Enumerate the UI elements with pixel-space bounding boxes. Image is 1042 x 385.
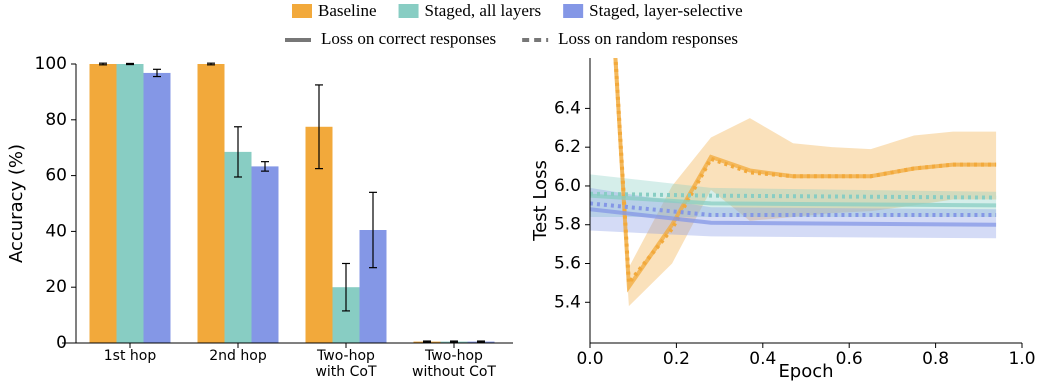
legend-label: Loss on random responses	[558, 29, 738, 48]
y-tick-label: 6.4	[554, 98, 581, 118]
legend-label: Loss on correct responses	[321, 29, 496, 48]
x-axis-label: Epoch	[778, 361, 833, 382]
x-tick-label: 0.6	[836, 349, 863, 369]
x-tick-label: 0.4	[749, 349, 776, 369]
y-tick-label: 0	[56, 333, 67, 353]
x-tick-label: 1.0	[1008, 349, 1035, 369]
y-tick-label: 100	[35, 54, 67, 74]
bar	[251, 166, 279, 343]
x-tick-label: 0.8	[922, 349, 949, 369]
x-tick-label: 2nd hop	[209, 348, 267, 364]
legend-label: Staged, layer-selective	[589, 1, 743, 20]
legend-swatch	[563, 4, 584, 18]
y-tick-label: 80	[45, 110, 67, 130]
y-tick-label: 6.0	[554, 176, 581, 196]
x-tick-label: 0.0	[576, 349, 603, 369]
y-tick-label: 60	[45, 166, 67, 186]
bar	[143, 72, 171, 343]
y-tick-label: 5.6	[554, 254, 581, 274]
bar	[116, 64, 144, 343]
y-tick-label: 5.8	[554, 215, 581, 235]
y-axis-label: Test Loss	[530, 160, 551, 242]
line	[590, 207, 997, 227]
y-tick-label: 20	[45, 277, 67, 297]
y-tick-label: 5.4	[554, 292, 581, 312]
line	[590, 201, 997, 218]
legend-swatch	[292, 4, 312, 18]
legend-label: Staged, all layers	[425, 1, 542, 20]
bar	[89, 64, 117, 343]
legend-swatch	[398, 4, 419, 18]
y-axis-label: Accuracy (%)	[6, 144, 27, 263]
bar	[197, 64, 225, 343]
bar	[224, 151, 252, 343]
line	[590, 193, 997, 208]
line	[613, 58, 997, 289]
plot-area	[590, 58, 997, 307]
line	[590, 191, 997, 200]
legend-label: Baseline	[318, 1, 377, 20]
y-tick-label: 40	[45, 221, 67, 241]
x-tick-label: 1st hop	[104, 348, 157, 364]
y-tick-label: 6.2	[554, 137, 581, 157]
x-tick-label: Two-hop without CoT	[412, 348, 496, 380]
x-tick-label: 0.2	[663, 349, 690, 369]
band	[613, 58, 997, 307]
x-tick-label: Two-hop with CoT	[315, 348, 376, 380]
